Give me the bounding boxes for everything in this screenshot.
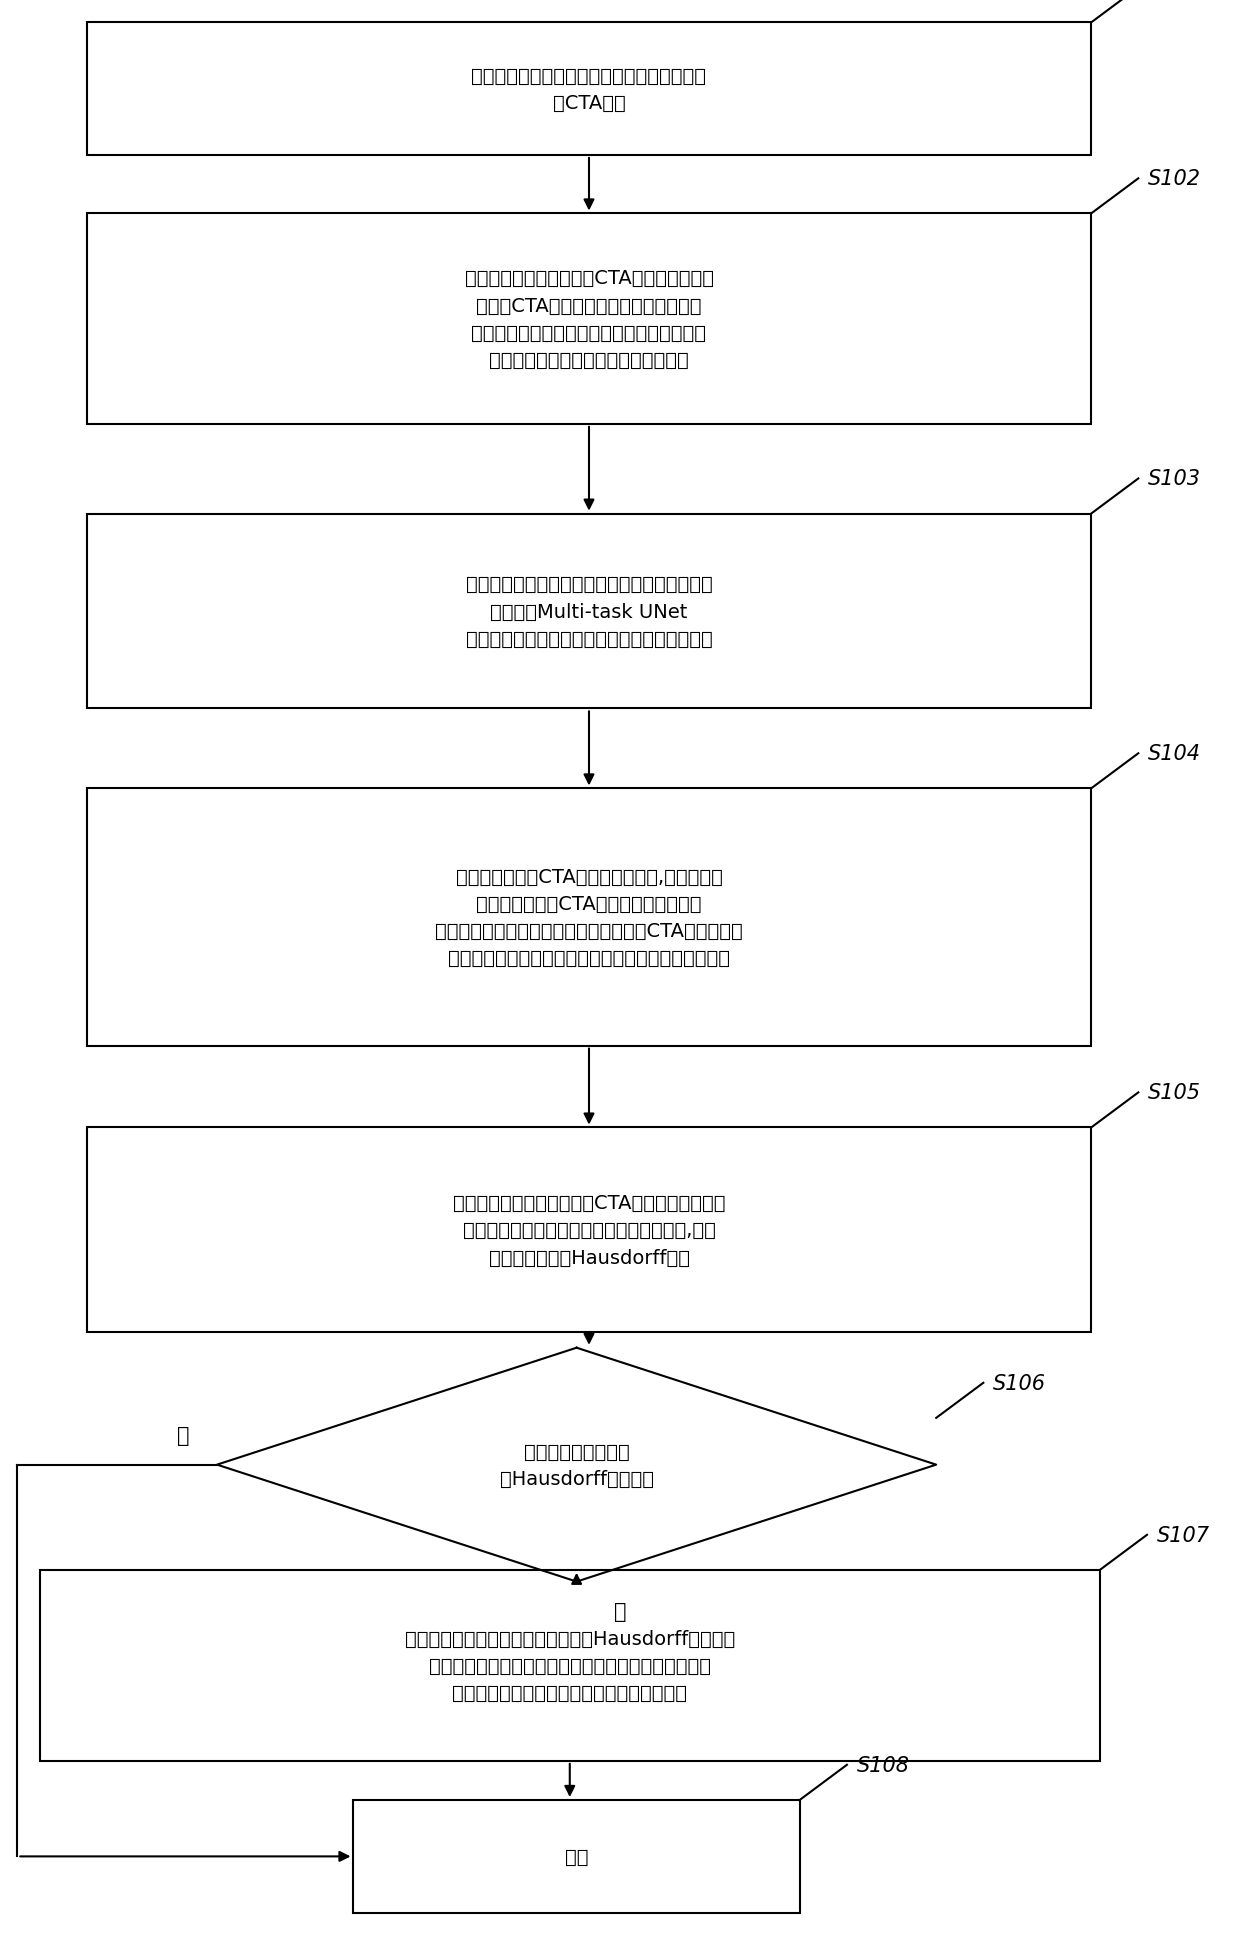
Text: S105: S105: [1148, 1083, 1202, 1103]
Polygon shape: [217, 1348, 936, 1582]
Text: 是: 是: [177, 1426, 190, 1445]
FancyBboxPatch shape: [87, 789, 1091, 1046]
Text: S107: S107: [1157, 1525, 1210, 1545]
FancyBboxPatch shape: [87, 214, 1091, 425]
FancyBboxPatch shape: [87, 23, 1091, 156]
FancyBboxPatch shape: [87, 1128, 1091, 1332]
Text: 将所述预测结果与其对应的CTA图像的手动分割的
金标准图像的位置标注信息进行重叠度比对,以及
获取二者之间的Hausdorff距离: 将所述预测结果与其对应的CTA图像的手动分割的 金标准图像的位置标注信息进行重叠…: [453, 1194, 725, 1266]
FancyBboxPatch shape: [87, 514, 1091, 709]
Text: S102: S102: [1148, 169, 1202, 189]
Text: S106: S106: [993, 1373, 1047, 1393]
Text: 完成: 完成: [565, 1847, 588, 1866]
Text: S104: S104: [1148, 744, 1202, 764]
Text: 根据所述图像特征及所述位置标注信息，通过多
任务网络Multi-task UNet
进行训练，以获取训练后的主动脉夹层分割模型: 根据所述图像特征及所述位置标注信息，通过多 任务网络Multi-task UNe…: [466, 575, 712, 649]
FancyBboxPatch shape: [353, 1800, 800, 1913]
Text: 否: 否: [614, 1601, 626, 1621]
Text: 通过卷积神经网络对所述CTA图像进行预处理
后提取CTA图像的主动脉夹层的主动脉、
真腔、假腔的图像特征；并且获取金标准分割
的主动脉、真腔、假腔的位置标注信息: 通过卷积神经网络对所述CTA图像进行预处理 后提取CTA图像的主动脉夹层的主动脉…: [465, 269, 713, 370]
Text: S108: S108: [857, 1755, 910, 1775]
Text: 采用最大化所述重叠度的同时最小化Hausdorff距离的混
合损失函数策略对所述主动脉夹层分割模型进行优化处
理，继续对所述主动脉夹层分割模型进行训练: 采用最大化所述重叠度的同时最小化Hausdorff距离的混 合损失函数策略对所述…: [404, 1629, 735, 1703]
Text: 判断是否重叠度最大
且Hausdorff距离最小: 判断是否重叠度最大 且Hausdorff距离最小: [500, 1442, 653, 1488]
Text: S103: S103: [1148, 469, 1202, 489]
Text: 获取指定数量的主动脉夹层患者的主动脉区域
的CTA图像: 获取指定数量的主动脉夹层患者的主动脉区域 的CTA图像: [471, 66, 707, 113]
Text: 选取指定数量的CTA图像作为验证集,将验证集中
原始的未标注的CTA图像输入至所述主动
脉夹层分割模型中，通过该模型输出所述CTA图像中的主
动脉夹层部位的主动: 选取指定数量的CTA图像作为验证集,将验证集中 原始的未标注的CTA图像输入至所…: [435, 867, 743, 968]
FancyBboxPatch shape: [40, 1570, 1100, 1761]
